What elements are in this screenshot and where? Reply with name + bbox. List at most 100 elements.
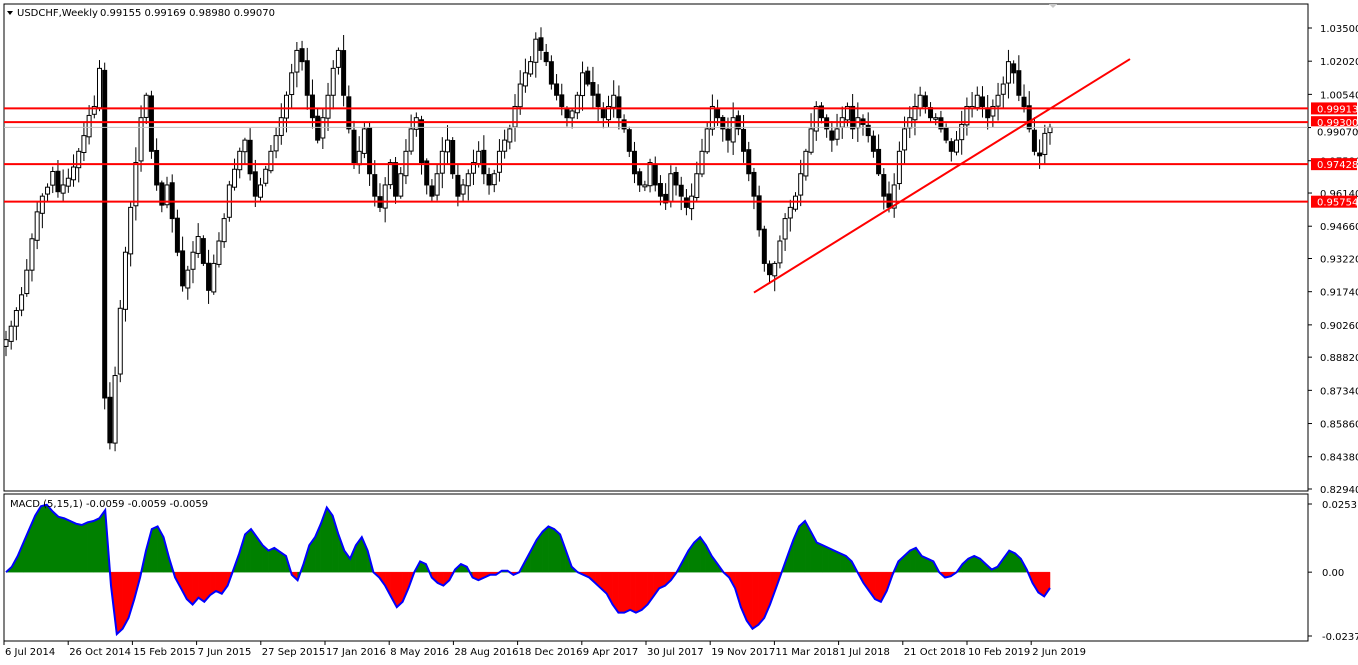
candle-body <box>211 262 217 293</box>
candle-body <box>71 166 77 181</box>
level-price-label: 0.99913 <box>1317 104 1358 115</box>
candle-body <box>351 129 357 164</box>
candle-body <box>8 325 14 342</box>
price-tick-label: 0.91740 <box>1320 288 1358 299</box>
candle-body <box>512 105 518 128</box>
candle-body <box>50 171 56 186</box>
candle-body <box>964 105 970 126</box>
candle-body <box>496 150 502 173</box>
candle-body <box>767 263 773 276</box>
candle-body <box>320 117 326 139</box>
candle-body <box>346 96 352 130</box>
scroll-marker-icon[interactable] <box>1049 4 1057 8</box>
candle-body <box>216 240 222 265</box>
macd-panel[interactable] <box>3 493 1309 642</box>
candle-body <box>621 119 627 130</box>
candle-body <box>896 150 902 185</box>
candle-body <box>631 150 637 175</box>
candle-body <box>725 128 731 141</box>
trend-line[interactable] <box>753 58 1131 294</box>
macd-histogram-segment <box>618 571 625 613</box>
candle-body <box>1047 126 1053 134</box>
candle-body <box>45 186 51 195</box>
time-tick-label: 11 Mar 2018 <box>775 647 838 658</box>
candle-body <box>372 174 378 197</box>
candle-body <box>818 105 824 119</box>
time-axis: 6 Jul 2014 26 Oct 2014 15 Feb 2015 7 Jun 20… <box>3 641 1086 658</box>
candle-body <box>86 114 92 138</box>
candle-body <box>138 117 144 162</box>
price-tick-label: 1.00540 <box>1320 90 1358 101</box>
macd-histogram-segment <box>268 547 275 573</box>
candle-body <box>543 51 549 63</box>
macd-axis: 0.0253 0.00 -0.0237 <box>1308 500 1358 643</box>
candle-body <box>180 250 186 287</box>
candle-body <box>917 94 923 109</box>
level-price-label: 0.97428 <box>1317 160 1358 171</box>
candle-body <box>1021 96 1027 107</box>
candle-body <box>65 177 71 187</box>
price-tick-label: 0.87340 <box>1320 386 1358 397</box>
candle-body <box>865 124 871 137</box>
macd-tick-label: 0.00 <box>1322 568 1344 579</box>
candle-body <box>824 117 830 130</box>
candle-body <box>990 105 996 117</box>
candle-body <box>761 228 767 264</box>
time-tick-label: 1 Jul 2018 <box>840 647 890 658</box>
candle-body <box>772 262 778 277</box>
candle-body <box>657 183 663 197</box>
candle-body <box>154 149 160 186</box>
candle-body <box>709 105 715 130</box>
candle-body <box>798 173 804 196</box>
candle-body <box>455 174 461 197</box>
time-tick-label: 6 Jul 2014 <box>5 647 55 658</box>
price-tick-label: 1.02020 <box>1320 57 1358 68</box>
time-tick-label: 10 Feb 2019 <box>968 647 1030 658</box>
macd-histogram-segment <box>69 520 77 573</box>
candle-body <box>751 171 757 197</box>
candle-body <box>258 184 264 198</box>
candle-body <box>195 236 201 254</box>
candle-body <box>834 128 840 140</box>
macd-histogram-segment <box>46 504 53 573</box>
candle-body <box>263 168 269 184</box>
candle-body <box>283 94 289 119</box>
macd-histogram-segment <box>874 571 882 603</box>
candle-body <box>278 117 284 136</box>
macd-label: MACD (5,15,1) -0.0059 -0.0059 -0.0059 <box>10 499 208 510</box>
candle-body <box>190 251 196 270</box>
candle-body <box>450 140 456 175</box>
time-tick-label: 18 Dec 2016 <box>519 647 583 658</box>
candle-body <box>1000 83 1006 95</box>
time-tick-label: 30 Jul 2017 <box>647 647 704 658</box>
candle-body <box>668 173 674 203</box>
candle-body <box>221 218 227 243</box>
candle-body <box>948 141 954 152</box>
macd-histogram-segment <box>553 528 561 573</box>
candle-body <box>434 173 440 196</box>
candle-body <box>34 211 40 241</box>
candle-body <box>720 116 726 130</box>
candle-body <box>398 173 404 197</box>
candle-body <box>164 184 170 206</box>
candle-body <box>315 115 321 141</box>
horizontal-levels <box>4 107 1308 203</box>
candle-body <box>232 168 238 188</box>
macd-histogram-segment <box>816 542 823 573</box>
candle-body <box>580 72 586 97</box>
macd-tick-label: 0.0253 <box>1322 500 1357 511</box>
macd-histogram-segment <box>81 521 88 573</box>
macd-signal-line <box>5 503 1051 637</box>
candle-body <box>76 150 82 169</box>
macd-histogram-segment <box>151 525 158 573</box>
candle-body <box>81 135 87 153</box>
candle-body <box>148 95 154 152</box>
dropdown-triangle-icon[interactable] <box>7 11 13 15</box>
candle-body <box>39 195 45 214</box>
candle-body <box>808 128 814 153</box>
candle-body <box>585 70 591 85</box>
price-tick-label: 0.88820 <box>1320 353 1358 364</box>
candle-body <box>393 162 399 197</box>
candle-body <box>382 184 388 209</box>
